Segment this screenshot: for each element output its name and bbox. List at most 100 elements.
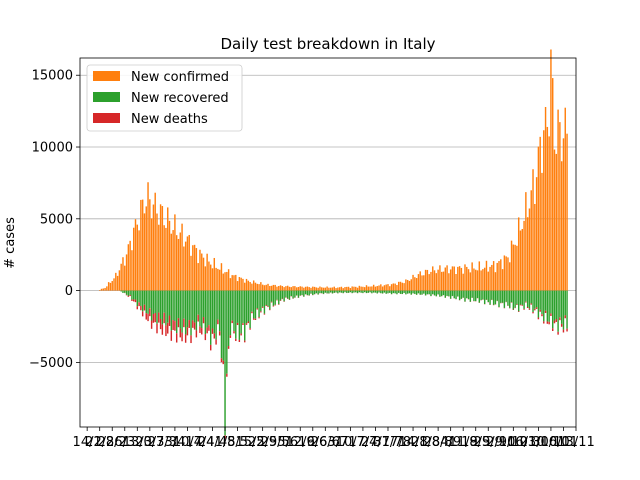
bar-new-deaths [231, 320, 233, 324]
bar-new-confirmed [204, 266, 207, 291]
bar-new-recovered [312, 290, 314, 295]
bar-new-recovered [380, 290, 382, 294]
bar-new-recovered [124, 290, 126, 293]
bar-new-confirmed [371, 286, 373, 291]
bar-new-confirmed [258, 284, 260, 291]
bar-new-deaths [167, 322, 169, 334]
bar-new-recovered [308, 290, 310, 296]
bar-new-confirmed [315, 287, 318, 291]
bar-new-recovered [209, 290, 212, 345]
bar-new-recovered [168, 290, 171, 316]
bar-new-recovered [283, 290, 285, 302]
bar-new-recovered [435, 290, 438, 297]
bar-new-recovered [252, 290, 255, 319]
bar-new-confirmed [161, 206, 164, 291]
bar-new-confirmed [342, 288, 344, 291]
bar-new-confirmed [521, 228, 523, 291]
bar-new-recovered [562, 290, 565, 330]
bar-new-deaths [133, 299, 135, 302]
bar-new-recovered [138, 290, 140, 303]
bar-new-confirmed [197, 263, 199, 291]
bar-new-confirmed [539, 136, 541, 291]
bar-new-recovered [432, 290, 434, 295]
bar-new-deaths [154, 312, 156, 323]
bar-new-recovered [184, 290, 187, 335]
bar-new-deaths [557, 331, 559, 335]
bar-new-recovered [304, 290, 307, 295]
bar-new-deaths [149, 308, 151, 317]
y-tick-label: 10000 [32, 141, 73, 156]
bar-new-confirmed [122, 257, 124, 291]
bar-new-deaths [224, 435, 226, 439]
bar-new-recovered [141, 290, 144, 312]
bar-new-recovered [279, 290, 282, 301]
bar-new-recovered [310, 290, 312, 294]
bar-new-recovered [251, 290, 253, 312]
bar-new-confirmed [449, 269, 452, 291]
bar-new-confirmed [396, 284, 398, 291]
bar-new-recovered [369, 290, 371, 293]
bar-new-recovered [374, 290, 377, 293]
bar-new-recovered [329, 290, 332, 293]
bar-new-confirmed [308, 287, 310, 291]
bar-new-deaths [152, 314, 155, 323]
bar-new-recovered [159, 290, 162, 319]
bar-new-recovered [186, 290, 189, 328]
bar-new-deaths [270, 301, 273, 303]
bar-new-confirmed [417, 274, 420, 291]
bar-new-recovered [455, 290, 457, 300]
y-tick-label: 0 [65, 284, 73, 299]
bar-new-deaths [240, 333, 242, 336]
bar-new-confirmed [310, 287, 312, 291]
bar-new-recovered [258, 290, 260, 318]
bar-new-recovered [347, 290, 350, 293]
bar-new-confirmed [319, 286, 321, 291]
bar-new-confirmed [455, 274, 457, 291]
bar-new-recovered [276, 290, 278, 300]
bar-new-recovered [147, 290, 149, 314]
bar-new-confirmed [347, 286, 350, 291]
bar-new-confirmed [265, 284, 267, 291]
bar-new-confirmed [534, 203, 536, 291]
bar-new-recovered [172, 290, 174, 321]
bar-new-confirmed [381, 286, 384, 291]
bar-new-confirmed [430, 271, 432, 291]
bar-new-confirmed [376, 286, 378, 291]
bar-new-confirmed [286, 285, 289, 291]
legend-label-recovered: New recovered [131, 91, 229, 106]
bar-new-recovered [478, 290, 481, 303]
x-tick-label: 24/4 [198, 435, 227, 450]
bar-new-confirmed [238, 277, 241, 291]
bar-new-deaths [215, 339, 217, 345]
bar-new-confirmed [415, 278, 418, 291]
bar-new-deaths [562, 329, 565, 333]
bar-new-confirmed [405, 279, 407, 291]
bar-new-recovered [292, 290, 294, 299]
bar-new-deaths [193, 322, 196, 330]
bar-new-recovered [372, 290, 375, 293]
bar-new-recovered [227, 290, 230, 347]
bar-new-deaths [272, 305, 275, 307]
x-tick-label: 7/8 [390, 435, 411, 450]
bar-new-confirmed [247, 280, 250, 291]
bar-new-confirmed [226, 271, 228, 291]
bar-new-confirmed [245, 278, 248, 291]
bar-new-recovered [197, 290, 199, 315]
bar-new-deaths [564, 315, 566, 319]
bar-new-deaths [256, 308, 258, 310]
bar-new-deaths [514, 307, 516, 309]
bar-new-confirmed [553, 149, 556, 291]
bar-new-deaths [179, 328, 181, 338]
bar-new-recovered [453, 290, 455, 299]
bar-new-confirmed [278, 286, 280, 291]
bar-new-confirmed [115, 272, 117, 291]
bar-new-recovered [560, 290, 563, 324]
legend-box [86, 64, 243, 132]
bar-new-confirmed [183, 246, 185, 291]
bar-new-confirmed [229, 278, 232, 291]
bar-new-recovered [423, 290, 425, 294]
bar-new-confirmed [116, 275, 119, 291]
bar-new-confirmed [125, 254, 128, 291]
bar-new-recovered [525, 290, 527, 302]
bar-new-confirmed [559, 122, 561, 291]
